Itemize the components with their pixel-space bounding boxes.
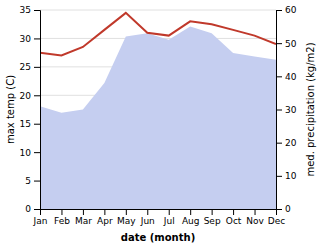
tick-label: 50	[285, 39, 297, 49]
tick-mark	[276, 110, 282, 111]
tick-label: 15	[20, 119, 31, 129]
tick: May	[117, 209, 136, 226]
tick: Feb	[54, 209, 70, 226]
y-axis-title: max temp (C)	[5, 75, 16, 144]
tick-label: 60	[285, 5, 297, 15]
tick-mark	[190, 209, 191, 215]
axis-line	[277, 11, 283, 210]
tick-label: 35	[20, 5, 31, 15]
tick-label: Sep	[204, 216, 221, 226]
tick: Jun	[140, 209, 155, 226]
tick: Jul	[163, 209, 175, 226]
tick-label: Dec	[268, 216, 285, 226]
marks	[40, 13, 276, 209]
tick-mark	[276, 76, 282, 77]
tick-label: 10	[20, 148, 32, 158]
tick-mark	[34, 209, 40, 210]
tick: 0	[25, 204, 40, 214]
tick: Apr	[97, 209, 113, 226]
tick-label: 10	[285, 171, 297, 181]
axis-line	[34, 11, 41, 210]
tick-mark	[276, 176, 282, 177]
tick-mark	[34, 10, 40, 11]
tick-mark	[104, 209, 105, 215]
tick: 15	[20, 119, 40, 129]
tick-mark	[169, 209, 170, 215]
grid	[40, 10, 276, 209]
tick-label: Jun	[140, 216, 155, 226]
tick-mark	[61, 209, 62, 215]
tick-mark	[276, 143, 282, 144]
tick-label: 5	[25, 176, 31, 186]
tick-label: 25	[20, 62, 31, 72]
tick-label: 20	[20, 91, 32, 101]
chart: 0 5 10 15 20 25 30 35 0 10 20 30 40 50 60 Jan Feb Mar Apr M…	[0, 0, 318, 247]
tick-label: 0	[285, 204, 291, 214]
tick-mark	[147, 209, 148, 215]
tick-label: Feb	[54, 216, 70, 226]
tick-mark	[34, 181, 40, 182]
axis: 0 10 20 30 40 50 60	[276, 5, 297, 214]
tick: 0	[276, 204, 291, 214]
tick: 40	[276, 72, 297, 82]
tick-label: Mar	[75, 216, 92, 226]
tick-label: 30	[285, 105, 297, 115]
tick: 20	[276, 138, 297, 148]
tick-mark	[34, 152, 40, 153]
tick: 60	[276, 5, 297, 15]
tick-mark	[276, 209, 277, 215]
tick: 30	[20, 34, 40, 44]
tick: 30	[276, 105, 297, 115]
tick-label: 30	[20, 34, 32, 44]
tick-mark	[276, 43, 282, 44]
tick: 10	[20, 148, 40, 158]
tick: 10	[276, 171, 297, 181]
y2-axis-title: med. precipitation (kg/m2)	[305, 42, 316, 176]
tick-mark	[34, 95, 40, 96]
x-axis-title: date (month)	[121, 232, 195, 243]
tick-mark	[34, 124, 40, 125]
tick: Dec	[268, 209, 285, 226]
tick-label: Jul	[163, 216, 175, 226]
tick-label: Aug	[182, 216, 200, 226]
tick: Mar	[75, 209, 92, 226]
tick-label: 20	[285, 138, 297, 148]
tick-mark	[40, 209, 41, 215]
tick: Sep	[204, 209, 221, 226]
tick-label: Apr	[97, 216, 113, 226]
tick-label: Oct	[226, 216, 242, 226]
line	[40, 13, 276, 56]
tick: Nov	[246, 209, 264, 226]
tick: Jan	[33, 209, 48, 226]
tick-mark	[126, 209, 127, 215]
tick: Oct	[226, 209, 242, 226]
tick-label: 40	[285, 72, 297, 82]
tick: 25	[20, 62, 40, 72]
tick-mark	[255, 209, 256, 215]
tick-mark	[34, 38, 40, 39]
tick-mark	[212, 209, 213, 215]
tick-label: Nov	[246, 216, 264, 226]
tick-mark	[276, 10, 282, 11]
tick-mark	[83, 209, 84, 215]
tick: 35	[20, 5, 40, 15]
tick-mark	[233, 209, 234, 215]
grid-line	[40, 10, 276, 11]
tick: 20	[20, 91, 40, 101]
axis-line	[41, 210, 277, 216]
tick-mark	[34, 67, 40, 68]
tick-label: Jan	[33, 216, 48, 226]
tick-label: May	[117, 216, 136, 226]
tick: 50	[276, 39, 297, 49]
area	[40, 27, 276, 209]
plot-area: 0 5 10 15 20 25 30 35 0 10 20 30 40 50 60 Jan Feb Mar Apr M…	[20, 5, 297, 226]
tick-label: 0	[25, 204, 31, 214]
axis: Jan Feb Mar Apr May Jun Jul Aug Sep Oct Nov Dec	[33, 209, 286, 226]
tick: 5	[25, 176, 40, 186]
tick: Aug	[182, 209, 200, 226]
axis: 0 5 10 15 20 25 30 35	[20, 5, 41, 214]
